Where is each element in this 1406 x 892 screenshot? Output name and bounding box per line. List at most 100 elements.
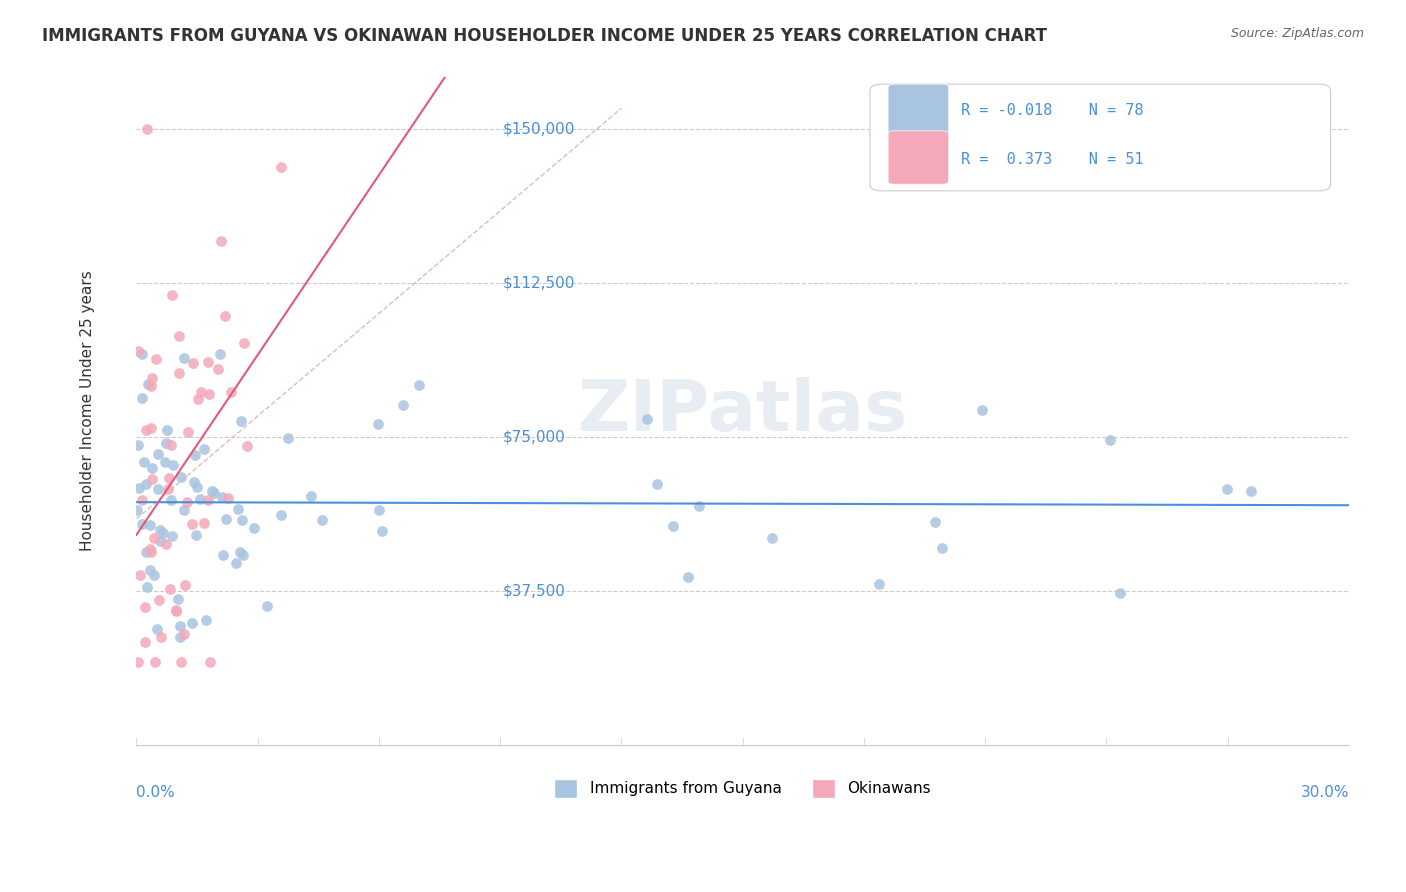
- Point: [215, 512, 238, 526]
- Point: [135, 122, 157, 136]
- Point: [149, 534, 172, 549]
- Point: [197, 387, 219, 401]
- Point: [149, 630, 172, 644]
- Point: [931, 541, 953, 556]
- Point: [233, 335, 256, 350]
- Point: [131, 347, 153, 361]
- Text: $75,000: $75,000: [502, 429, 565, 444]
- Point: [169, 329, 191, 343]
- Point: [135, 545, 157, 559]
- Point: [197, 492, 219, 507]
- Point: [270, 508, 292, 523]
- Point: [1109, 586, 1132, 600]
- Point: [868, 577, 890, 591]
- Text: Source: ZipAtlas.com: Source: ZipAtlas.com: [1230, 27, 1364, 40]
- Point: [207, 362, 229, 376]
- Point: [169, 656, 191, 670]
- Point: [200, 656, 222, 670]
- Text: R =  0.373    N = 51: R = 0.373 N = 51: [960, 152, 1143, 167]
- Point: [391, 398, 413, 412]
- Point: [195, 613, 218, 627]
- Point: [201, 483, 224, 498]
- Point: [136, 580, 159, 594]
- Point: [678, 570, 700, 584]
- Point: [177, 425, 200, 440]
- Point: [139, 421, 162, 435]
- Point: [219, 385, 242, 400]
- Point: [127, 656, 149, 670]
- Point: [209, 234, 232, 248]
- Point: [125, 502, 148, 516]
- Point: [132, 455, 155, 469]
- Point: [173, 577, 195, 591]
- Point: [141, 460, 163, 475]
- Point: [131, 492, 153, 507]
- Point: [236, 439, 259, 453]
- Point: [226, 502, 249, 516]
- Point: [127, 343, 149, 358]
- Point: [193, 516, 215, 530]
- Point: [225, 556, 247, 570]
- Point: [139, 563, 162, 577]
- Point: [160, 493, 183, 508]
- Point: [188, 491, 211, 506]
- Point: [970, 402, 993, 417]
- Point: [197, 355, 219, 369]
- Point: [165, 604, 187, 618]
- Point: [218, 491, 240, 505]
- Point: [155, 423, 177, 437]
- Point: [167, 591, 190, 606]
- Point: [142, 568, 165, 582]
- Point: [176, 495, 198, 509]
- Point: [155, 537, 177, 551]
- Point: [131, 516, 153, 531]
- Point: [367, 502, 389, 516]
- Point: [183, 356, 205, 370]
- Point: [160, 438, 183, 452]
- Legend: Immigrants from Guyana, Okinawans: Immigrants from Guyana, Okinawans: [548, 772, 936, 804]
- Point: [139, 545, 162, 559]
- Point: [181, 616, 204, 631]
- Point: [202, 485, 225, 500]
- Point: [408, 377, 430, 392]
- Text: Householder Income Under 25 years: Householder Income Under 25 years: [80, 270, 96, 551]
- Point: [299, 489, 322, 503]
- Point: [157, 471, 180, 485]
- Point: [367, 417, 389, 431]
- Point: [146, 482, 169, 496]
- Point: [127, 438, 149, 452]
- FancyBboxPatch shape: [889, 131, 949, 184]
- Point: [169, 630, 191, 644]
- Point: [157, 482, 180, 496]
- Point: [136, 376, 159, 391]
- Point: [128, 567, 150, 582]
- Point: [141, 371, 163, 385]
- Point: [128, 481, 150, 495]
- Point: [211, 491, 233, 505]
- Point: [229, 414, 252, 428]
- Point: [1240, 483, 1263, 498]
- Point: [165, 602, 187, 616]
- Point: [173, 627, 195, 641]
- Point: [270, 160, 292, 174]
- Point: [155, 435, 177, 450]
- Point: [146, 446, 169, 460]
- Point: [138, 541, 160, 556]
- Point: [152, 525, 174, 540]
- Point: [232, 548, 254, 562]
- Point: [761, 531, 783, 545]
- Point: [183, 475, 205, 489]
- Point: [661, 518, 683, 533]
- Point: [924, 516, 946, 530]
- Point: [186, 479, 208, 493]
- Text: 0.0%: 0.0%: [136, 785, 176, 799]
- Point: [209, 347, 232, 361]
- Point: [229, 544, 252, 558]
- Text: R = -0.018    N = 78: R = -0.018 N = 78: [960, 103, 1143, 119]
- Point: [184, 528, 207, 542]
- Point: [1216, 483, 1239, 497]
- Point: [134, 600, 156, 615]
- Point: [183, 448, 205, 462]
- Point: [149, 524, 172, 538]
- Text: $150,000: $150,000: [502, 121, 575, 136]
